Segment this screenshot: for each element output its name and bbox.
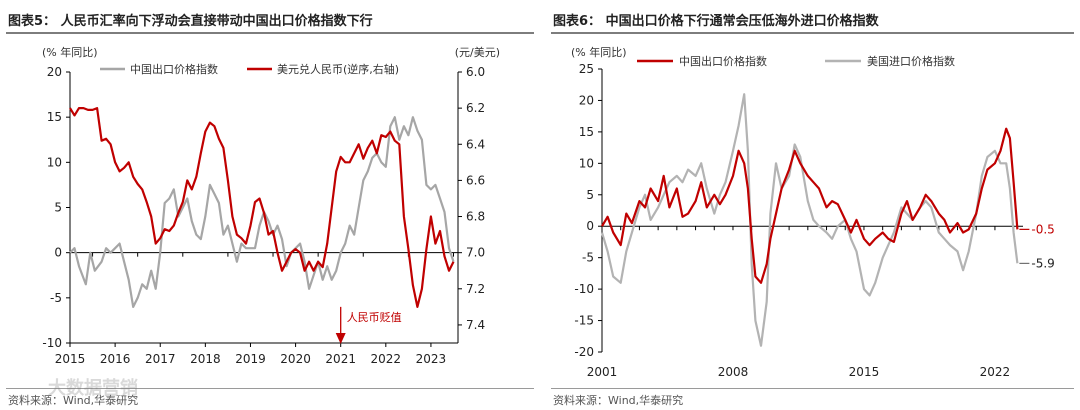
r-xtick-2008: 2008 (718, 365, 749, 379)
source-note-left: 资料来源：Wind,华泰研究 (8, 394, 139, 407)
title-divider-left (6, 32, 534, 34)
xtick-2017: 2017 (145, 352, 176, 366)
ytick-left-20: 20 (47, 65, 62, 79)
ytick-left-15: 15 (47, 110, 62, 124)
source-divider-right (551, 388, 1074, 389)
ytick-right-6.4: 6.4 (466, 137, 485, 151)
ytick-right-6.0: 6.0 (466, 65, 485, 79)
r-ytick-15: 15 (579, 125, 594, 139)
left-axis-unit: (% 年同比) (42, 45, 98, 59)
series-line-export-price-r (601, 127, 1019, 284)
series-layer-right (600, 93, 1019, 347)
ytick-right-6.2: 6.2 (466, 101, 485, 115)
r-xtick-2001: 2001 (587, 365, 618, 379)
xtick-2023: 2023 (416, 352, 447, 366)
r-ytick-5: -5 (582, 251, 594, 265)
right-chart-axis-unit: (% 年同比) (571, 45, 627, 59)
series-line-export-price (69, 116, 455, 308)
legend-label-export-price-r: 中国出口价格指数 (679, 54, 767, 68)
r-ytick-20: 20 (579, 93, 594, 107)
legend-right: 中国出口价格指数 美国进口价格指数 (637, 54, 955, 68)
r-ytick-15: -15 (574, 314, 594, 328)
r-ytick-5: 5 (586, 188, 594, 202)
r-ytick-10: -10 (574, 282, 594, 296)
source-divider-left (6, 388, 534, 389)
xtick-2020: 2020 (280, 352, 311, 366)
xtick-2019: 2019 (235, 352, 266, 366)
title-divider-right (551, 32, 1074, 34)
chart-canvas-right: -20 -15 -10 -5 0 5 10 15 20 25 2001 2008 2015 2022 (%… (571, 45, 1055, 379)
ytick-right-6.6: 6.6 (466, 173, 485, 187)
end-label-export-price: -0.5 (1031, 222, 1054, 236)
chart-title-left: 图表5： 人民币汇率向下浮动会直接带动中国出口价格指数下行 (8, 14, 373, 29)
chart-canvas-left: -10 -5 0 5 10 15 20 6.0 6.2 6.4 6.6 6.8 7.0 7.2 7.4 201… (42, 45, 500, 366)
ytick-left-10: 10 (47, 155, 62, 169)
legend-label-export-price: 中国出口价格指数 (130, 62, 218, 76)
xtick-2018: 2018 (190, 352, 221, 366)
axes-left (66, 71, 462, 347)
annotation-arrow-head (335, 333, 346, 344)
end-label-us-import-price: -5.9 (1031, 256, 1054, 270)
xtick-2021: 2021 (325, 352, 356, 366)
source-note-right: 资料来源：Wind,华泰研究 (553, 394, 684, 407)
ytick-left-5: 5 (54, 201, 62, 215)
legend-left: 中国出口价格指数 美元兑人民币(逆序,右轴) (100, 62, 399, 76)
legend-label-usdcny: 美元兑人民币(逆序,右轴) (277, 62, 399, 76)
series-layer-left (69, 106, 455, 308)
r-xtick-2022: 2022 (980, 365, 1011, 379)
ytick-right-7.4: 7.4 (466, 318, 485, 332)
watermark: 大数据营销 (48, 378, 138, 399)
series-line-us-import-price (600, 93, 1019, 347)
r-ytick-20: -20 (574, 345, 594, 359)
tick-labels-right: -20 -15 -10 -5 0 5 10 15 20 25 2001 2008 2015 2022 (574, 62, 1010, 379)
legend-label-us-import-price: 美国进口价格指数 (867, 54, 955, 68)
tick-labels-left: -10 -5 0 5 10 15 20 6.0 6.2 6.4 6.6 6.8 7.0 7.2 7.4 201… (42, 65, 485, 366)
annotation-rmb-depreciation: 人民币贬值 (335, 306, 402, 344)
r-ytick-0: 0 (586, 219, 594, 233)
chart-title-right: 图表6： 中国出口价格下行通常会压低海外进口价格指数 (553, 14, 879, 29)
ytick-left-10: -10 (42, 336, 62, 350)
r-xtick-2015: 2015 (849, 365, 880, 379)
ytick-right-6.8: 6.8 (466, 210, 485, 224)
ytick-right-7.2: 7.2 (466, 282, 485, 296)
ytick-left-0: 0 (54, 246, 62, 260)
xtick-2022: 2022 (371, 352, 402, 366)
series-line-usdcny (69, 106, 455, 308)
end-labels: -0.5 -5.9 (1019, 222, 1055, 270)
right-axis-unit: (元/美元) (455, 46, 500, 59)
r-ytick-10: 10 (579, 156, 594, 170)
xtick-2015: 2015 (55, 352, 86, 366)
chart-panel-left: 图表5： 人民币汇率向下浮动会直接带动中国出口价格指数下行 -10 -5 0 5 10 1… (6, 14, 534, 407)
ytick-right-7.0: 7.0 (466, 246, 485, 260)
annotation-label: 人民币贬值 (347, 311, 402, 324)
chart-panel-right: 图表6： 中国出口价格下行通常会压低海外进口价格指数 -20 -15 -10 -5 0 5… (545, 0, 1080, 410)
r-ytick-25: 25 (579, 62, 594, 76)
ytick-left-5: -5 (50, 291, 62, 305)
xtick-2016: 2016 (100, 352, 131, 366)
